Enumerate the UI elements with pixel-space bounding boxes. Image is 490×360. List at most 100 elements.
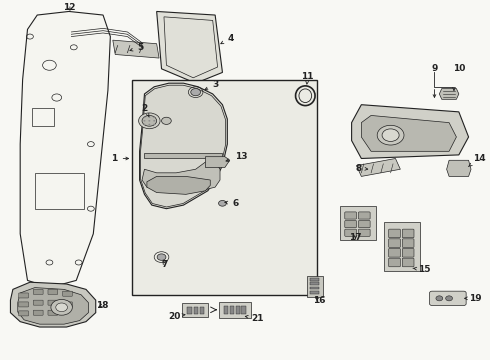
Polygon shape — [147, 176, 210, 194]
Text: 10: 10 — [453, 64, 465, 73]
Polygon shape — [145, 153, 222, 158]
Circle shape — [139, 113, 160, 129]
Circle shape — [144, 124, 146, 125]
Text: 11: 11 — [301, 72, 314, 84]
Text: 20: 20 — [169, 312, 185, 321]
Circle shape — [219, 201, 226, 206]
Polygon shape — [440, 89, 459, 99]
Polygon shape — [20, 12, 110, 288]
FancyBboxPatch shape — [48, 310, 58, 315]
FancyBboxPatch shape — [33, 310, 43, 315]
FancyBboxPatch shape — [48, 300, 58, 305]
FancyBboxPatch shape — [33, 289, 43, 294]
Bar — [132, 80, 318, 295]
FancyBboxPatch shape — [307, 276, 323, 297]
FancyBboxPatch shape — [402, 239, 414, 247]
Text: 6: 6 — [225, 199, 239, 208]
FancyBboxPatch shape — [341, 206, 376, 240]
Circle shape — [153, 124, 155, 125]
Text: 18: 18 — [96, 301, 108, 310]
Bar — [310, 287, 319, 289]
Polygon shape — [357, 158, 400, 176]
FancyBboxPatch shape — [33, 300, 43, 305]
Bar — [187, 307, 192, 314]
Polygon shape — [157, 12, 222, 83]
Circle shape — [144, 117, 146, 118]
Text: 12: 12 — [63, 3, 75, 12]
FancyBboxPatch shape — [430, 291, 466, 306]
Circle shape — [162, 117, 172, 125]
Text: 16: 16 — [313, 296, 325, 305]
FancyBboxPatch shape — [345, 229, 357, 236]
Text: 4: 4 — [221, 34, 234, 44]
Text: 9: 9 — [431, 64, 438, 73]
FancyBboxPatch shape — [358, 212, 370, 219]
Text: 5: 5 — [130, 43, 144, 52]
FancyBboxPatch shape — [345, 221, 357, 228]
Circle shape — [148, 120, 150, 122]
Polygon shape — [10, 282, 96, 327]
FancyBboxPatch shape — [402, 258, 414, 267]
FancyBboxPatch shape — [19, 302, 28, 307]
FancyBboxPatch shape — [345, 212, 357, 219]
Text: 15: 15 — [413, 265, 431, 274]
Polygon shape — [18, 288, 88, 324]
FancyBboxPatch shape — [19, 311, 28, 316]
Bar — [200, 307, 204, 314]
Circle shape — [191, 89, 200, 96]
Ellipse shape — [377, 125, 404, 145]
FancyBboxPatch shape — [402, 229, 414, 238]
FancyBboxPatch shape — [389, 258, 400, 267]
Polygon shape — [142, 162, 220, 193]
Bar — [230, 306, 234, 314]
Text: 19: 19 — [465, 294, 481, 303]
Bar — [242, 306, 246, 314]
Bar — [224, 306, 228, 314]
Text: 3: 3 — [205, 81, 219, 90]
FancyBboxPatch shape — [19, 293, 28, 298]
Bar — [310, 291, 319, 294]
FancyBboxPatch shape — [358, 229, 370, 236]
Circle shape — [56, 303, 68, 312]
FancyBboxPatch shape — [63, 302, 73, 307]
Bar — [310, 282, 319, 285]
Circle shape — [436, 296, 443, 301]
Bar — [194, 307, 198, 314]
FancyBboxPatch shape — [219, 302, 251, 318]
FancyBboxPatch shape — [384, 222, 420, 271]
Polygon shape — [361, 116, 456, 151]
Circle shape — [144, 120, 146, 122]
FancyBboxPatch shape — [182, 303, 208, 318]
Polygon shape — [352, 105, 468, 158]
FancyBboxPatch shape — [358, 221, 370, 228]
Bar — [236, 306, 240, 314]
FancyBboxPatch shape — [389, 248, 400, 257]
Polygon shape — [447, 160, 471, 176]
Circle shape — [51, 300, 73, 315]
FancyBboxPatch shape — [389, 239, 400, 247]
Polygon shape — [113, 40, 159, 58]
FancyBboxPatch shape — [402, 248, 414, 257]
Circle shape — [153, 120, 155, 122]
FancyBboxPatch shape — [63, 291, 73, 296]
Text: 2: 2 — [141, 104, 149, 116]
FancyBboxPatch shape — [389, 229, 400, 238]
Circle shape — [157, 254, 166, 260]
Circle shape — [148, 117, 150, 118]
Text: 21: 21 — [245, 314, 264, 323]
Text: 7: 7 — [162, 260, 168, 269]
Bar — [310, 278, 319, 281]
Text: 17: 17 — [349, 233, 362, 242]
Text: 8: 8 — [355, 164, 368, 173]
Text: 14: 14 — [468, 154, 486, 167]
Polygon shape — [140, 83, 227, 209]
FancyBboxPatch shape — [48, 289, 58, 294]
Text: 13: 13 — [226, 152, 247, 162]
Polygon shape — [205, 157, 230, 167]
Circle shape — [142, 116, 157, 126]
Circle shape — [148, 124, 150, 125]
Circle shape — [153, 117, 155, 118]
Ellipse shape — [382, 129, 399, 141]
Text: 1: 1 — [111, 154, 128, 163]
Circle shape — [446, 296, 452, 301]
